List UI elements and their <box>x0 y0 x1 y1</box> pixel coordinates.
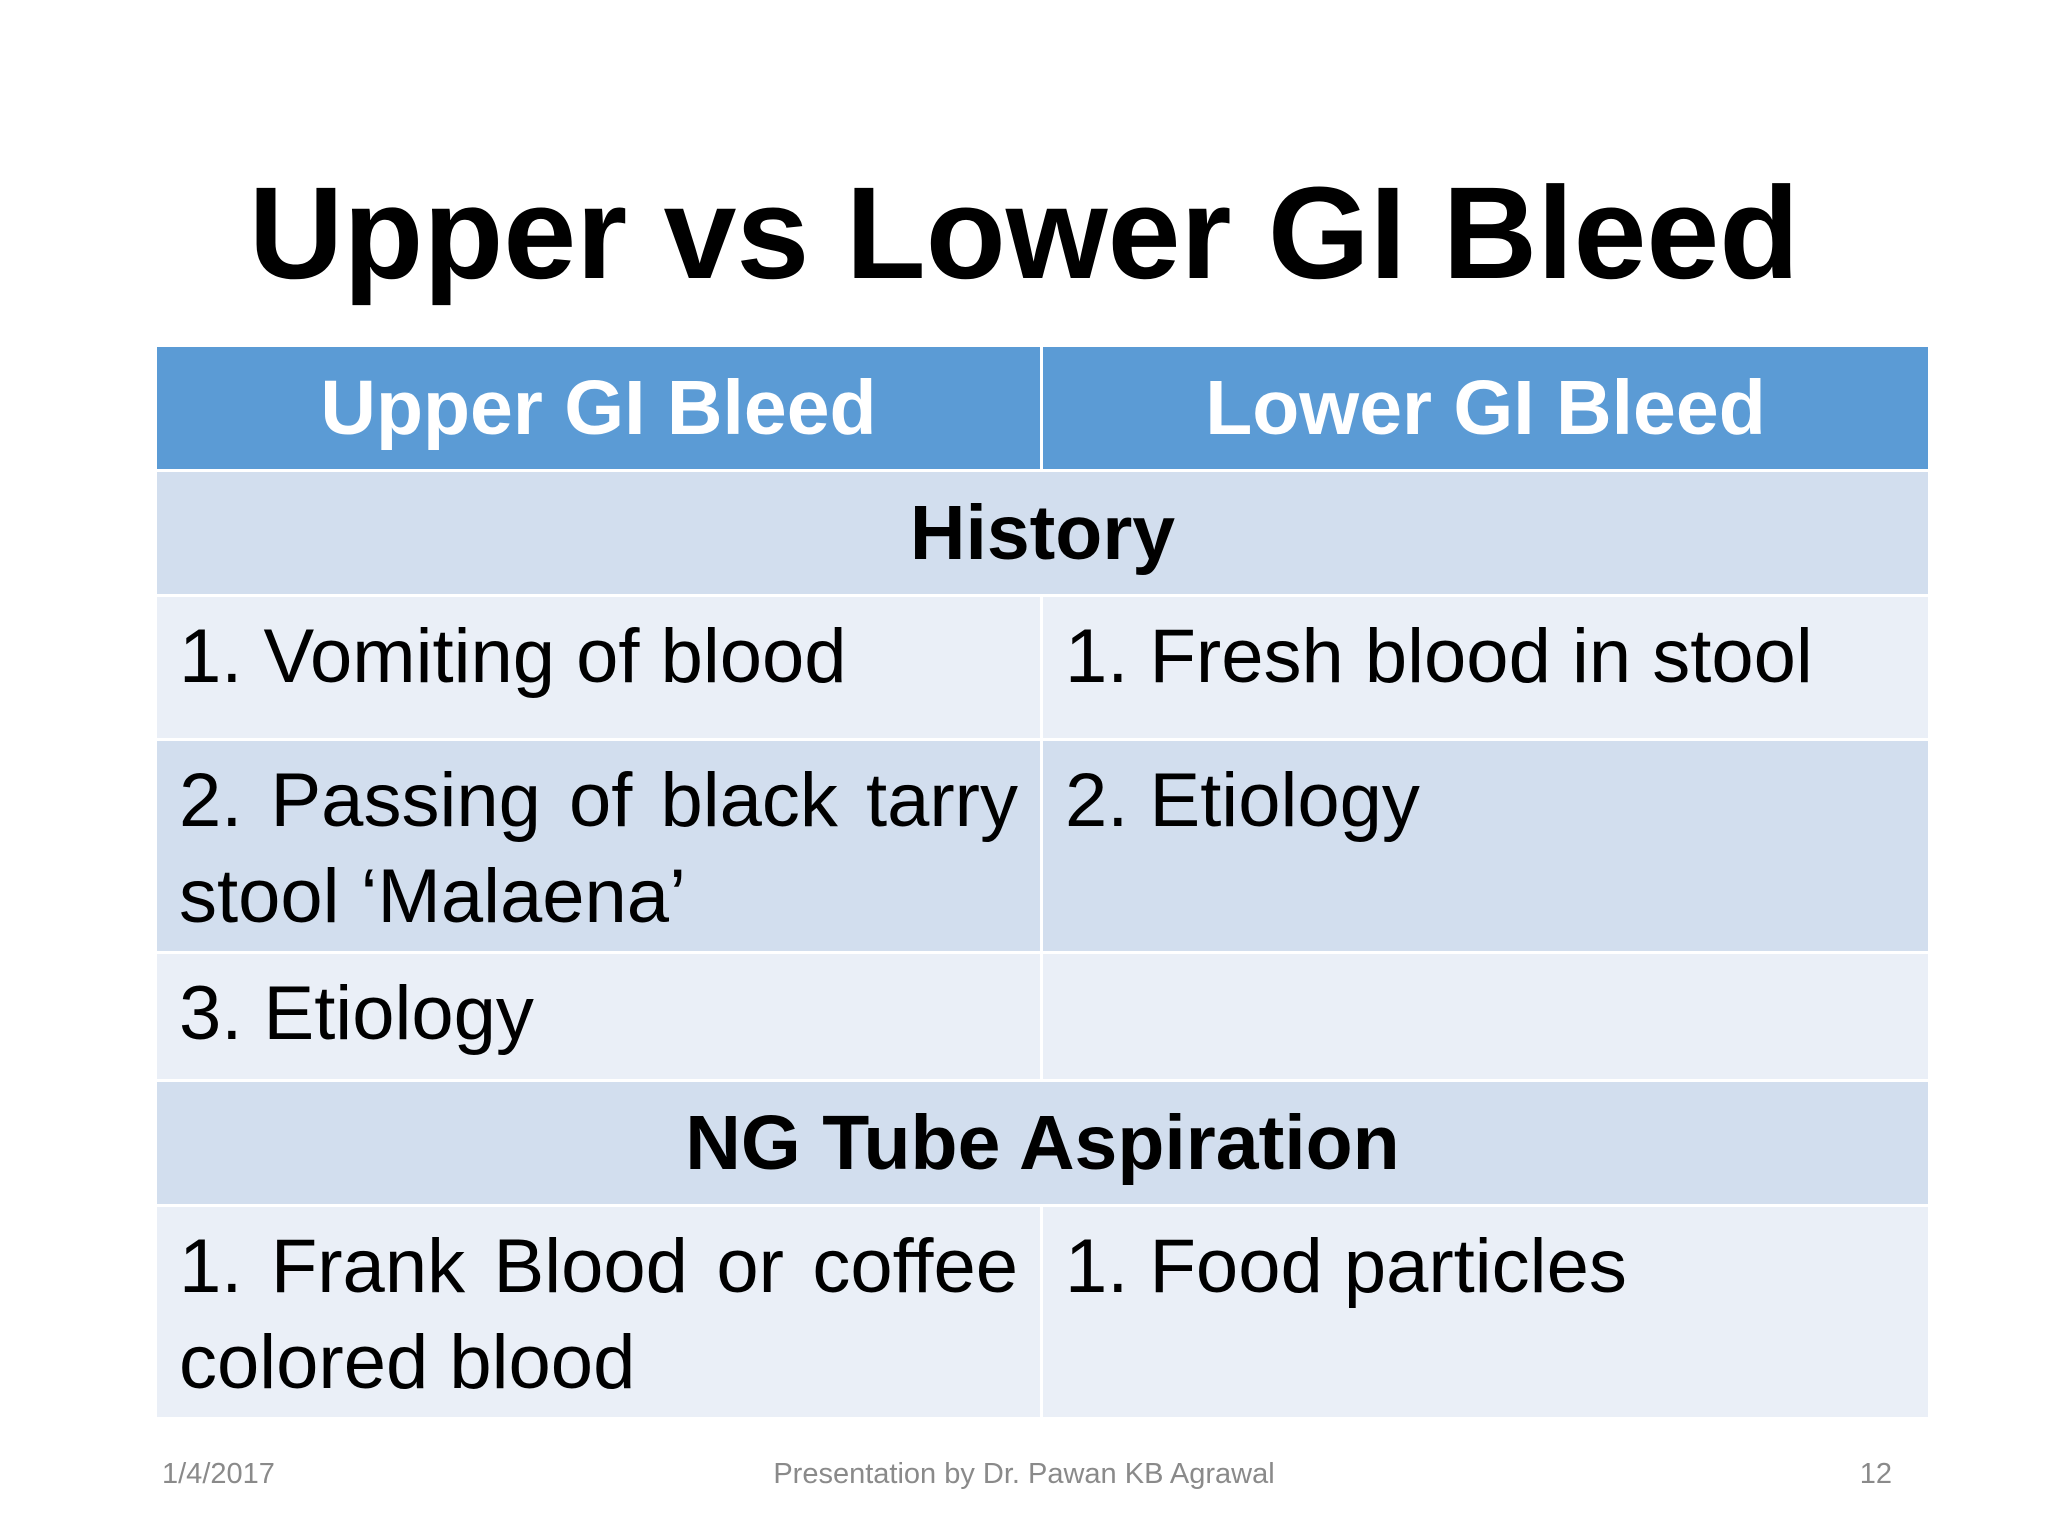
table-row: 2. Passing of black tarry stool ‘Malaena… <box>154 738 1931 954</box>
cell-text: 1. Frank Blood or coffee colored blood <box>179 1224 1018 1405</box>
cell-text <box>1043 954 1928 966</box>
lower-cell <box>1040 951 1931 1082</box>
table-header-row: Upper GI Bleed Lower GI Bleed <box>154 344 1931 472</box>
lower-cell: 1. Food particles <box>1040 1204 1931 1420</box>
cell-text: 3. Etiology <box>179 971 534 1056</box>
cell-text: 1. Food particles <box>1065 1224 1627 1309</box>
upper-cell: 3. Etiology <box>154 951 1043 1082</box>
cell-text: 2. Passing of black tarry stool ‘Malaena… <box>179 758 1018 939</box>
comparison-table: Upper GI Bleed Lower GI Bleed History 1.… <box>154 344 1931 1420</box>
table-row: 1. Frank Blood or coffee colored blood 1… <box>154 1204 1931 1420</box>
lower-cell: 1. Fresh blood in stool <box>1040 594 1931 741</box>
cell-text: 1. Vomiting of blood <box>179 614 847 699</box>
table-row: 3. Etiology <box>154 951 1931 1082</box>
section-title-ng-tube: NG Tube Aspiration <box>154 1079 1931 1207</box>
slide-title: Upper vs Lower GI Bleed <box>248 159 1800 306</box>
header-upper-gi: Upper GI Bleed <box>154 344 1043 472</box>
upper-cell: 1. Vomiting of blood <box>154 594 1043 741</box>
section-title-history: History <box>154 469 1931 597</box>
cell-text: 2. Etiology <box>1065 758 1420 843</box>
footer-author: Presentation by Dr. Pawan KB Agrawal <box>773 1458 1275 1490</box>
cell-text: 1. Fresh blood in stool <box>1065 614 1813 699</box>
table-row: 1. Vomiting of blood 1. Fresh blood in s… <box>154 594 1931 741</box>
lower-cell: 2. Etiology <box>1040 738 1931 954</box>
footer-page-number: 12 <box>1859 1458 1892 1490</box>
section-row-history: History <box>154 469 1931 597</box>
footer-date: 1/4/2017 <box>162 1458 275 1490</box>
upper-cell: 2. Passing of black tarry stool ‘Malaena… <box>154 738 1043 954</box>
upper-cell: 1. Frank Blood or coffee colored blood <box>154 1204 1043 1420</box>
header-lower-gi: Lower GI Bleed <box>1040 344 1931 472</box>
section-row-ng-tube: NG Tube Aspiration <box>154 1079 1931 1207</box>
